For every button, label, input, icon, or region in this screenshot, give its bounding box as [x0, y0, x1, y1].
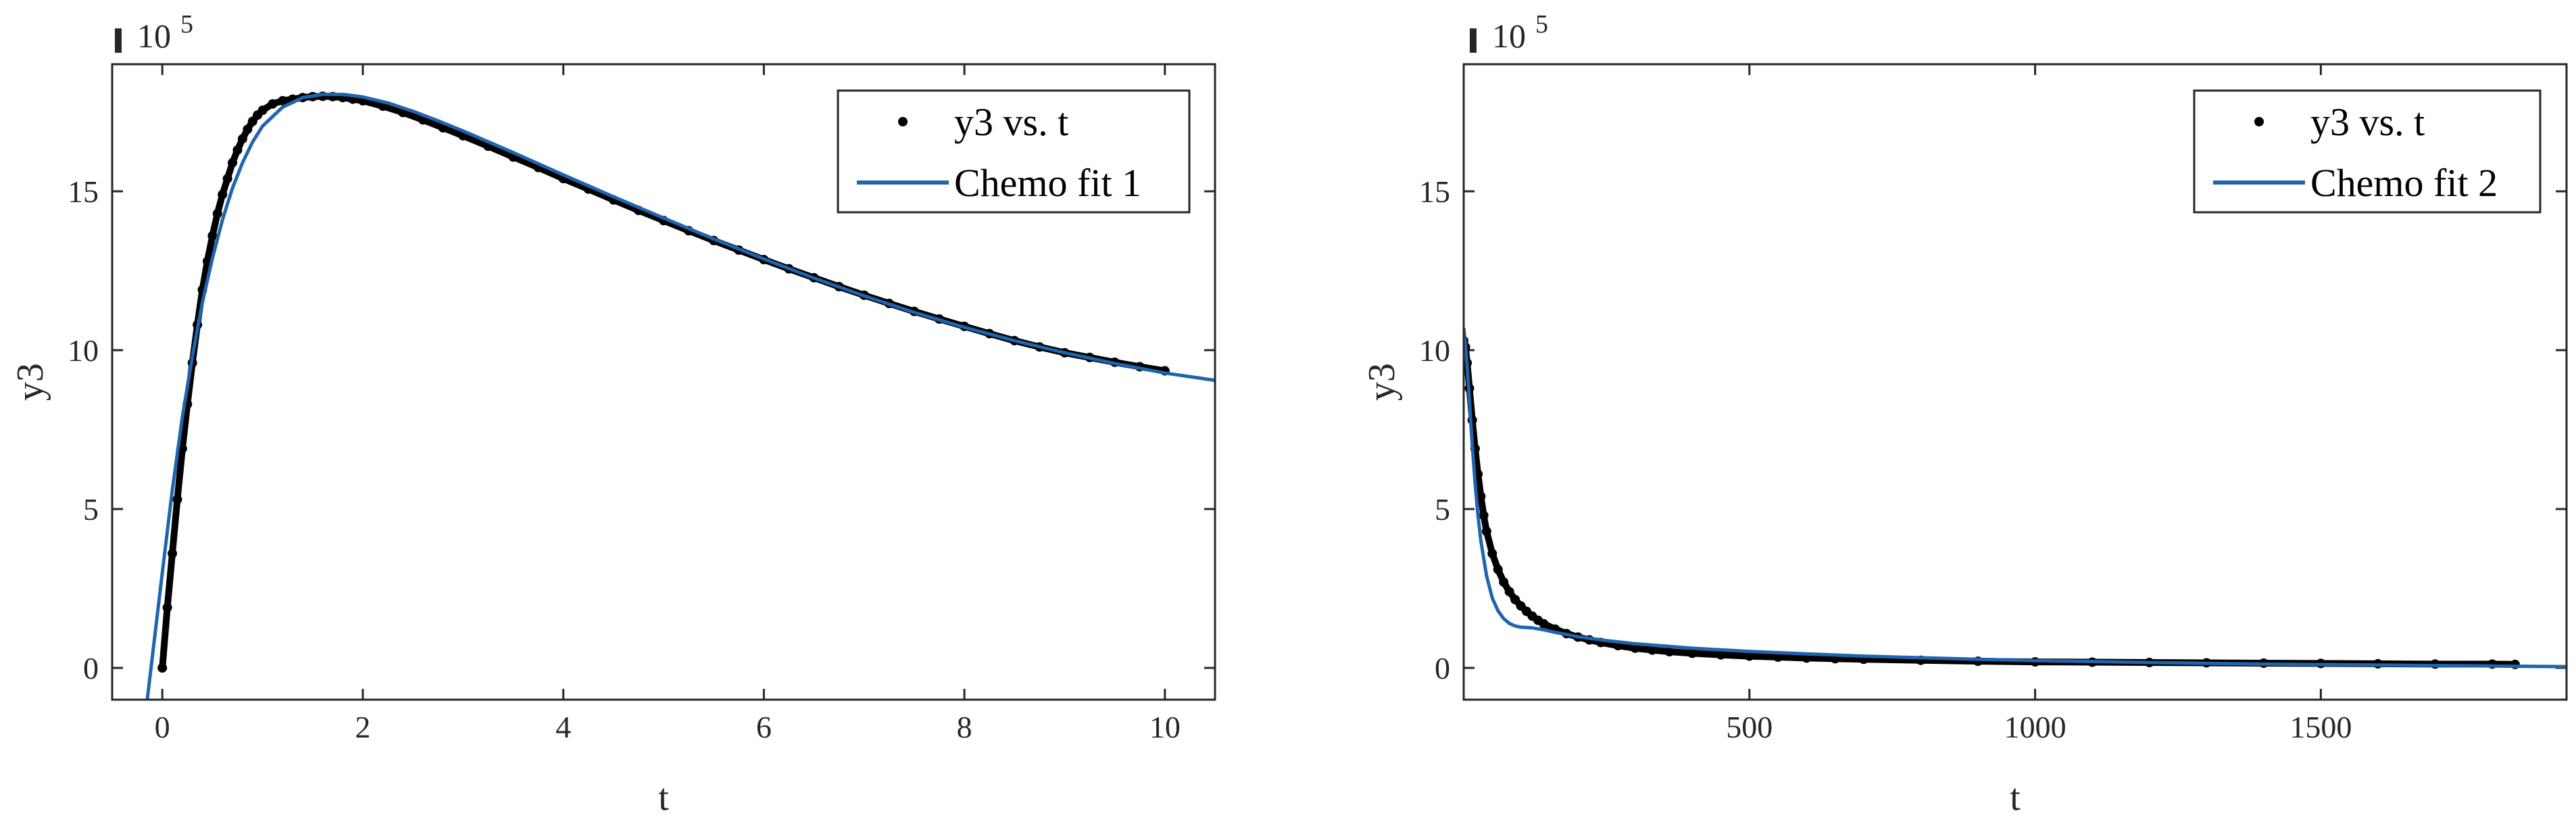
chart-1-y-tick-label: 0: [83, 651, 99, 685]
chart-2-data-point: [1648, 645, 1658, 655]
chart-1-series-layer: [145, 91, 1215, 700]
chart-1-data-point: [257, 105, 268, 116]
chart-1-y-tick-label: 15: [68, 174, 99, 209]
chart-1-data-point: [268, 99, 278, 109]
chart-1-legend-label-points: y3 vs. t: [954, 100, 1068, 144]
chart-2-y-tick-label: 15: [1419, 174, 1450, 209]
chart-2-exponent-base: 10: [1492, 17, 1526, 55]
chart-1-legend: y3 vs. t Chemo fit 1: [837, 89, 1191, 214]
chart-2-x-tick-label: 1500: [2289, 710, 2352, 744]
chart-2: 10 5 500 1000 1500 0 5 10 15 t y3 y3 vs. t Chem…: [1361, 10, 2568, 819]
chart-1-legend-marker-points: [898, 117, 908, 126]
chart-1: 10 5 0 2 4 6 8 10 0 5 10 15 t y3 y3 vs. t Chemo fi…: [9, 10, 1216, 819]
chart-2-data-point: [1687, 648, 1698, 658]
chart-1-data-point: [278, 96, 288, 106]
chart-2-exponent-power: 5: [1535, 10, 1548, 39]
chart-2-fit-line: [1464, 327, 2567, 669]
chart-2-data-point: [1487, 548, 1497, 558]
chart-2-data-point: [1476, 491, 1486, 502]
chart-1-x-tick-label: 6: [756, 710, 772, 744]
chart-1-y-axis-label: y3: [9, 363, 51, 401]
chart-2-data-point: [1716, 650, 1726, 660]
chart-1-exponent-power: 5: [180, 10, 193, 39]
chart-1-data-point: [243, 124, 253, 135]
chart-1-data-point: [168, 548, 178, 558]
chart-1-x-tick-label: 8: [957, 710, 972, 744]
chart-2-data-point: [1664, 647, 1675, 657]
chart-1-data-point: [237, 134, 247, 144]
chart-1-data-point: [232, 145, 243, 155]
chart-1-y-exponent: 10 5: [137, 10, 193, 55]
chart-1-data-point: [162, 602, 172, 612]
chart-2-legend-label-fit: Chemo fit 2: [2310, 161, 2498, 205]
chart-2-data-point: [1493, 564, 1503, 575]
chart-2-x-axis-label: t: [2010, 777, 2021, 819]
chart-2-data-point: [1499, 577, 1509, 587]
chart-2-data-point: [1481, 526, 1491, 536]
chart-2-data-point: [1504, 587, 1514, 597]
chart-2-y-exponent: 10 5: [1492, 10, 1548, 55]
chart-1-legend-box: [837, 89, 1191, 214]
chart-2-data-point: [1510, 594, 1520, 604]
chart-2-points-trace: [1464, 337, 2519, 668]
chart-1-data-point: [247, 116, 257, 126]
chart-2-data-point: [1773, 652, 1783, 662]
chart-2-data-point: [1539, 619, 1549, 629]
chart-2-data-point: [1630, 643, 1640, 653]
chart-2-x-tick-label: 500: [1726, 710, 1773, 744]
chart-1-x-tick-label: 4: [555, 710, 571, 744]
chart-1-y-tick-label: 5: [83, 492, 99, 527]
chart-1-data-point: [222, 174, 232, 184]
chart-2-exponent-marker: [1470, 28, 1477, 53]
chart-2-y-axis-label: y3: [1361, 363, 1403, 401]
chart-2-y-tick-label: 0: [1435, 651, 1450, 685]
chart-1-x-tick-label: 2: [355, 710, 370, 744]
chart-1-fit-line: [145, 93, 1215, 700]
chart-1-data-point: [157, 663, 168, 673]
chart-1-data-point: [212, 208, 222, 218]
chart-1-data-point: [218, 189, 228, 199]
chart-2-legend-label-points: y3 vs. t: [2310, 100, 2425, 144]
chart-1-x-tick-label: 0: [155, 710, 170, 744]
chart-2-x-tick-label: 1000: [2004, 710, 2066, 744]
chart-2-data-point: [1479, 510, 1489, 521]
chart-1-x-tick-label: 10: [1149, 710, 1181, 744]
chart-1-exponent-marker: [115, 28, 122, 53]
chart-1-data-point: [172, 494, 182, 504]
chart-2-y-tick-label: 10: [1419, 333, 1450, 368]
chart-1-y-tick-label: 10: [68, 333, 99, 368]
chart-2-series-layer: [1464, 327, 2567, 669]
chart-1-legend-label-fit: Chemo fit 1: [954, 161, 1141, 205]
chart-1-plot-area: [111, 63, 1216, 701]
chart-1-data-point: [228, 158, 238, 168]
chart-2-legend-box: [2193, 89, 2542, 214]
chart-2-legend: y3 vs. t Chemo fit 2: [2193, 89, 2542, 214]
chart-2-legend-marker-points: [2254, 117, 2264, 126]
chart-1-x-axis-label: t: [658, 777, 669, 819]
chart-2-data-point: [1744, 651, 1754, 661]
chart-1-data-point: [207, 231, 218, 241]
chart-2-y-tick-label: 5: [1435, 492, 1450, 527]
chart-2-plot-area: [1462, 63, 2568, 701]
chart-1-exponent-base: 10: [137, 17, 171, 55]
